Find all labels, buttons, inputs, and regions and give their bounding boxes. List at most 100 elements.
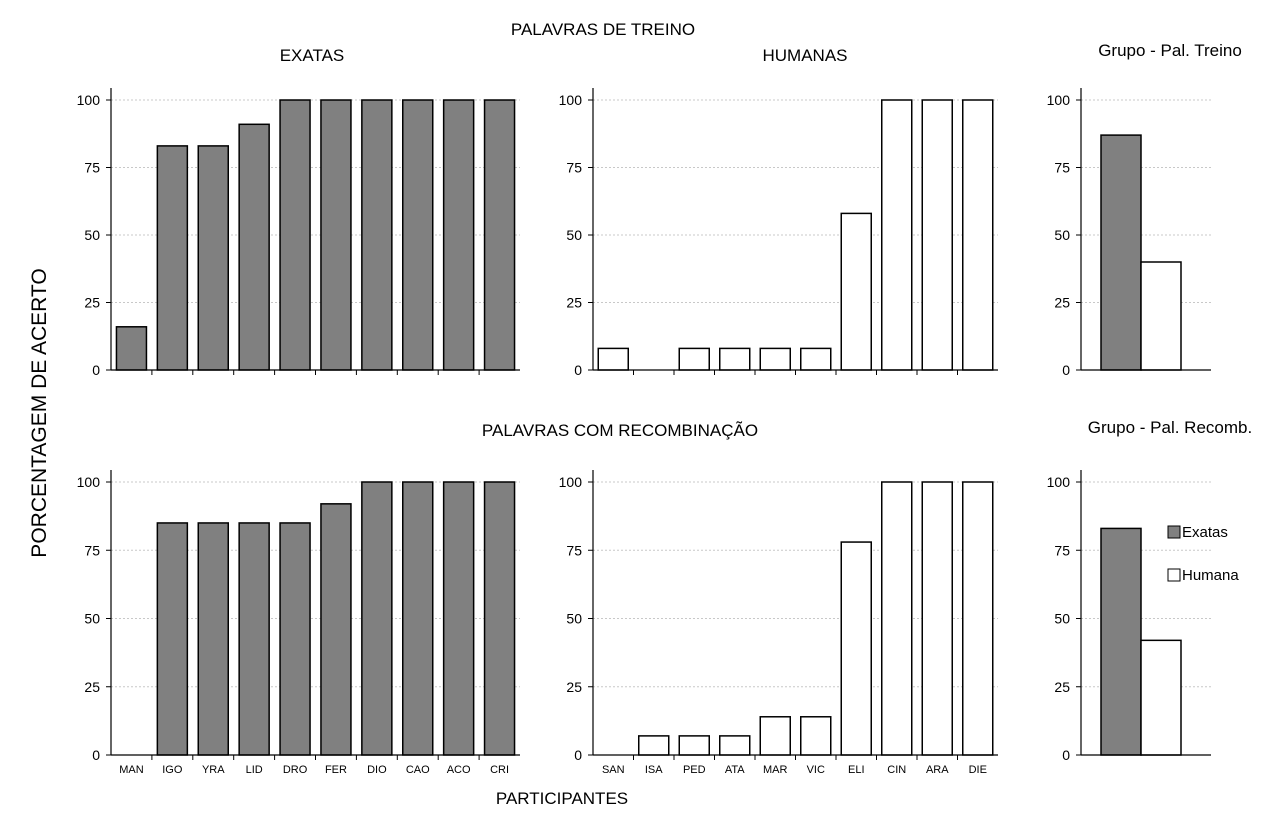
- y-tick-label: 0: [1062, 747, 1070, 763]
- y-tick-label: 0: [1062, 362, 1070, 378]
- x-tick-label: DIE: [969, 764, 987, 776]
- bar: [597, 347, 629, 371]
- x-tick-label: DIO: [367, 764, 387, 776]
- y-tick-label: 25: [84, 679, 100, 695]
- bar: [800, 716, 832, 756]
- y-tick-label: 0: [574, 362, 582, 378]
- chart-panels: 0 25 50 75 100 EXATAS 0 25 50 75 100 HUMANAS 0 25 50 75…: [77, 41, 1253, 776]
- bar: [921, 481, 953, 756]
- y-tick-label: 25: [1054, 679, 1070, 695]
- x-axis-label: PARTICIPANTES: [496, 789, 628, 808]
- y-tick-label: 75: [566, 542, 582, 558]
- y-tick-label: 50: [1054, 611, 1070, 627]
- x-tick-label: CAO: [406, 764, 430, 776]
- y-tick-label: 50: [566, 227, 582, 243]
- chart-treino-grupo: 0 25 50 75 100 Grupo - Pal. Treino: [1047, 41, 1242, 378]
- y-tick-label: 0: [574, 747, 582, 763]
- chart-treino-exatas: 0 25 50 75 100 EXATAS: [77, 46, 520, 378]
- y-tick-label: 100: [77, 92, 101, 108]
- x-tick-label: LID: [246, 764, 263, 776]
- bar: [238, 522, 270, 756]
- bar: [719, 735, 751, 756]
- y-tick-label: 100: [559, 474, 583, 490]
- bar: [156, 522, 189, 756]
- x-tick-label: CIN: [887, 764, 906, 776]
- x-tick-label: ARA: [926, 764, 949, 776]
- x-tick-label: CRI: [490, 764, 509, 776]
- x-tick-label: ISA: [645, 764, 663, 776]
- bar: [442, 481, 475, 756]
- x-tick-label: PED: [683, 764, 706, 776]
- bar: [402, 99, 434, 371]
- bar: [921, 99, 953, 371]
- bar: [279, 522, 311, 756]
- bar: [197, 145, 229, 371]
- bar: [361, 99, 393, 371]
- y-tick-label: 100: [559, 92, 583, 108]
- chart-treino-humanas: 0 25 50 75 100 HUMANAS: [559, 46, 998, 378]
- row1-title: PALAVRAS DE TREINO: [511, 20, 695, 39]
- bar: [483, 481, 516, 756]
- bar: [156, 145, 189, 371]
- bar: [881, 481, 913, 756]
- y-axis-label: PORCENTAGEM DE ACERTO: [28, 268, 51, 557]
- bar: [759, 347, 791, 371]
- legend-label-exatas: Exatas: [1182, 524, 1228, 541]
- y-tick-label: 25: [566, 679, 582, 695]
- y-tick-label: 100: [77, 474, 101, 490]
- y-tick-label: 75: [1054, 160, 1070, 176]
- legend-swatch-exatas: [1167, 525, 1181, 539]
- bar: [1100, 134, 1142, 371]
- chart-title: Grupo - Pal. Treino: [1098, 41, 1242, 60]
- bar: [962, 481, 994, 756]
- x-tick-label: MAR: [763, 764, 788, 776]
- chart-recomb-grupo: 0 25 50 75 100 Grupo - Pal. Recomb.: [1047, 418, 1253, 763]
- bar: [840, 541, 872, 756]
- bar: [678, 347, 710, 371]
- y-tick-label: 100: [1047, 474, 1071, 490]
- chart-title: Grupo - Pal. Recomb.: [1088, 418, 1252, 437]
- x-tick-label: ATA: [725, 764, 745, 776]
- y-tick-label: 0: [92, 362, 100, 378]
- chart-recomb-exatas: 0 25 50 75 100 MAN IGO YRA LID DRO FER DIO CAO ACO CRI: [77, 470, 520, 776]
- y-tick-label: 50: [566, 611, 582, 627]
- chart-recomb-humanas: 0 25 50 75 100 SAN ISA PED ATA MAR VIC ELI CIN ARA DIE: [559, 470, 998, 776]
- bar: [962, 99, 994, 371]
- legend-label-humanas: Humana: [1182, 567, 1239, 584]
- bar: [442, 99, 475, 371]
- y-tick-label: 50: [84, 227, 100, 243]
- y-tick-label: 50: [84, 611, 100, 627]
- chart-title: EXATAS: [280, 46, 345, 65]
- bar: [678, 735, 710, 756]
- bar: [719, 347, 751, 371]
- bar: [638, 735, 670, 756]
- x-tick-label: ELI: [848, 764, 865, 776]
- y-tick-label: 25: [566, 295, 582, 311]
- bar: [320, 99, 352, 371]
- bar: [279, 99, 311, 371]
- y-tick-label: 75: [84, 542, 100, 558]
- y-tick-label: 75: [566, 160, 582, 176]
- bar: [483, 99, 516, 371]
- x-tick-label: FER: [325, 764, 347, 776]
- y-tick-label: 75: [84, 160, 100, 176]
- y-tick-label: 50: [1054, 227, 1070, 243]
- x-tick-label: IGO: [162, 764, 183, 776]
- bar: [1140, 261, 1182, 371]
- bar: [759, 716, 791, 756]
- bar: [1100, 527, 1142, 756]
- bar: [840, 212, 872, 371]
- x-tick-label: MAN: [119, 764, 144, 776]
- bar: [402, 481, 434, 756]
- bar: [361, 481, 393, 756]
- bar: [115, 326, 148, 371]
- row2-title: PALAVRAS COM RECOMBINAÇÃO: [482, 421, 758, 440]
- bar: [800, 347, 832, 371]
- bar: [238, 123, 270, 371]
- bar: [320, 503, 352, 756]
- x-tick-label: SAN: [602, 764, 625, 776]
- chart-title: HUMANAS: [762, 46, 847, 65]
- bar: [1140, 639, 1182, 756]
- bar: [197, 522, 229, 756]
